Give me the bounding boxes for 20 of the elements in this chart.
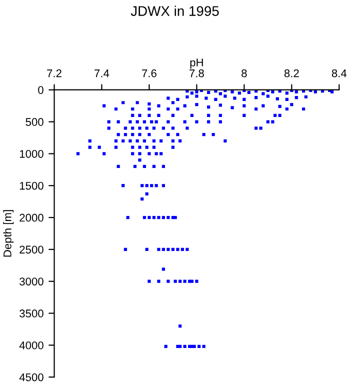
x-tick-label: 7.6	[142, 69, 156, 78]
y-tick-label: 500	[26, 118, 44, 126]
x-tick-label: 8	[242, 69, 247, 78]
x-tick-label: 7.8	[190, 69, 204, 78]
chart-title: JDWX in 1995	[130, 6, 219, 16]
x-tick-label: 7.4	[94, 69, 110, 78]
y-tick-label: 2500	[20, 246, 44, 254]
y-tick-label: 1500	[20, 182, 44, 190]
y-tick-label: 4500	[19, 373, 44, 382]
x-tick-label: 7.2	[47, 69, 62, 78]
y-tick-label: 3000	[20, 278, 44, 286]
x-tick-label: 8.2	[284, 69, 299, 78]
y-tick-label: 1000	[20, 150, 44, 158]
y-axis-title: Depth [m]	[3, 210, 14, 257]
y-tick-label: 2000	[20, 214, 44, 222]
x-tick-label: 8.4	[332, 69, 347, 78]
x-axis-title: pH	[190, 58, 203, 69]
y-tick-label: 3500	[20, 310, 44, 318]
y-tick-label: 4000	[19, 341, 44, 350]
y-tick-label: 0	[38, 86, 44, 94]
